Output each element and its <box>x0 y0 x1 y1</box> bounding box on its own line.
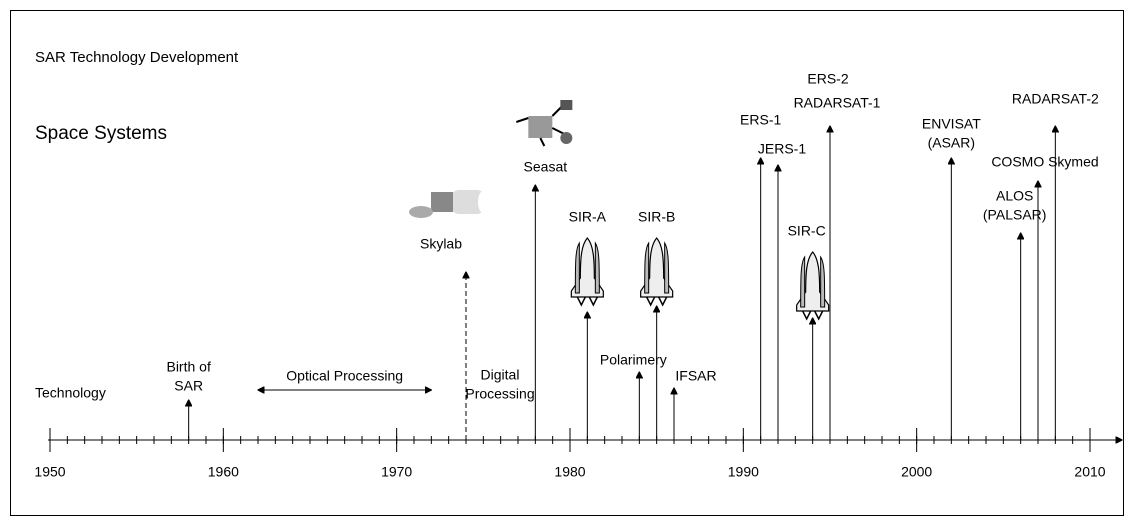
shuttle-icon <box>570 237 604 307</box>
title: SAR Technology Development <box>35 49 239 66</box>
event-label: (PALSAR) <box>983 207 1047 223</box>
event-label: Seasat <box>524 159 568 175</box>
tick-label: 1990 <box>728 464 759 480</box>
tick-label: 1980 <box>554 464 585 480</box>
event-label: JERS-1 <box>758 141 806 157</box>
event-label: SIR-A <box>569 209 607 225</box>
seasat-mast <box>516 105 569 147</box>
event-label: SAR <box>174 378 203 394</box>
event-label: Skylab <box>420 236 462 252</box>
event-label: ERS-1 <box>740 112 781 128</box>
skylab-dish <box>478 191 488 213</box>
shuttle-icon <box>796 251 830 321</box>
event-label: RADARSAT-2 <box>1012 91 1099 107</box>
event-label: ALOS <box>996 188 1033 204</box>
tick-label: 2010 <box>1074 464 1105 480</box>
event-label: RADARSAT-1 <box>794 95 881 111</box>
event-label: Polarimery <box>600 352 667 368</box>
shuttle-tank <box>800 255 826 308</box>
span-label: Optical Processing <box>286 368 403 384</box>
shuttle-tank <box>644 241 670 294</box>
shuttle-tank <box>574 241 600 294</box>
event-label: ERS-2 <box>807 71 848 87</box>
section-label: Technology <box>35 385 106 401</box>
seasat-body <box>528 116 553 138</box>
seasat-icon <box>516 100 573 147</box>
shuttle-flame <box>801 310 824 321</box>
skylab-panel <box>409 206 433 218</box>
seasat-panel <box>560 100 573 110</box>
skylab-body <box>451 190 485 214</box>
note-label: Processing <box>465 386 534 402</box>
tick-label: 1950 <box>34 464 65 480</box>
event-label: Birth of <box>166 359 210 375</box>
frame <box>10 10 1124 516</box>
event-label: SIR-C <box>788 223 826 239</box>
event-label: SIR-B <box>638 209 675 225</box>
event-label: COSMO Skymed <box>991 154 1098 170</box>
event-label: ENVISAT <box>922 116 981 132</box>
tick-label: 2000 <box>901 464 932 480</box>
event-label: IFSAR <box>675 368 716 384</box>
shuttle-icon <box>640 237 674 307</box>
skylab-front <box>431 192 453 212</box>
tick-label: 1960 <box>208 464 239 480</box>
section-label: Space Systems <box>35 123 167 144</box>
shuttle-flame <box>576 296 599 307</box>
note-label: Digital <box>481 367 520 383</box>
skylab-icon <box>409 190 488 218</box>
tick-label: 1970 <box>381 464 412 480</box>
event-label: (ASAR) <box>928 135 975 151</box>
shuttle-flame <box>645 296 668 307</box>
seasat-dish <box>560 132 573 144</box>
